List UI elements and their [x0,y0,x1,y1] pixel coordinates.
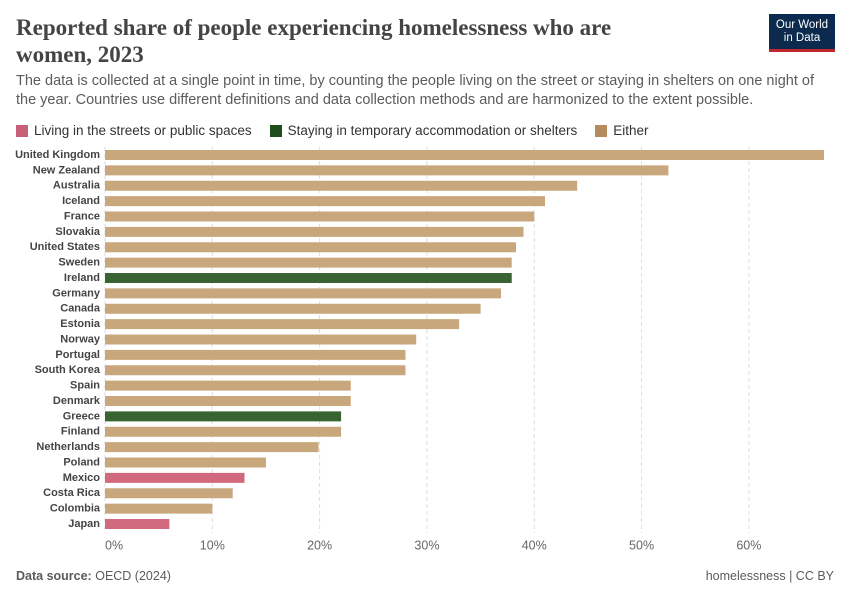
y-tick-label: Mexico [63,472,101,484]
y-tick-label: United States [30,241,100,253]
y-tick-label: Australia [53,180,101,192]
y-tick-label: Estonia [60,318,101,330]
bar [105,211,535,222]
bar [105,396,351,406]
bar [105,303,481,314]
source-label: Data source: [16,569,92,583]
legend: Living in the streets or public spaces St… [16,123,649,138]
bar [105,334,417,345]
y-tick-label: Germany [52,287,101,299]
x-tick-label: 60% [736,538,761,552]
y-tick-label: Iceland [62,195,100,207]
bar [105,380,351,391]
legend-swatch [269,124,282,137]
x-tick-label: 0% [105,538,123,552]
x-tick-label: 50% [629,538,654,552]
y-tick-label: Slovakia [55,226,101,238]
y-tick-label: Canada [60,303,101,315]
x-tick-label: 30% [414,538,439,552]
y-tick-label: Poland [63,456,100,468]
legend-swatch [16,124,28,137]
y-tick-label: United Kingdom [15,149,100,161]
bar [105,442,319,453]
y-tick-label: Ireland [64,272,100,284]
bar [105,257,512,268]
legend-item[interactable]: Either [595,123,649,138]
chart-title: Reported share of people experiencing ho… [16,15,612,67]
bar [105,273,512,283]
y-tick-label: Norway [60,333,101,345]
legend-label: Living in the streets or public spaces [34,123,252,138]
bar [105,319,460,330]
bar [105,349,406,360]
bar [105,519,170,529]
bar [105,288,501,299]
y-tick-label: Netherlands [36,441,100,453]
bar [105,472,245,483]
logo[interactable]: Our World in Data [769,14,835,52]
x-tick-label: 40% [522,538,547,552]
y-tick-label: Portugal [55,349,100,361]
y-tick-label: New Zealand [33,164,100,176]
bar [105,226,524,237]
y-tick-label: Greece [63,410,100,422]
y-tick-label: South Korea [35,364,101,376]
y-tick-label: Finland [61,426,100,438]
y-tick-label: France [64,210,100,222]
bar [105,503,213,514]
bar [105,242,517,253]
y-tick-label: Japan [68,518,100,530]
footer-right: homelessness | CC BY [705,569,834,583]
y-tick-label: Costa Rica [43,487,101,499]
y-tick-label: Denmark [53,395,101,407]
legend-swatch [595,124,608,137]
chart-subtitle: The data is collected at a single point … [16,73,814,108]
y-tick-label: Spain [70,380,100,392]
legend-item[interactable]: Living in the streets or public spaces [16,123,252,138]
bar [105,488,233,499]
bar [105,196,545,207]
x-tick-label: 20% [307,538,332,552]
legend-label: Either [613,123,649,138]
bar [105,365,406,376]
bar [105,457,266,468]
bar [105,426,342,437]
bar [105,150,824,160]
bar [105,165,669,176]
source: Data source: OECD (2024) [16,569,171,583]
source-text: OECD (2024) [95,569,171,583]
legend-label: Staying in temporary accommodation or sh… [287,123,578,138]
logo-line: in Data [783,32,821,44]
legend-item[interactable]: Staying in temporary accommodation or sh… [269,123,578,138]
y-tick-label: Sweden [58,257,100,269]
bar [105,411,342,422]
x-tick-label: 10% [200,538,225,552]
y-tick-label: Colombia [50,503,101,515]
bar [105,180,578,191]
logo-line: Our World [775,19,829,31]
